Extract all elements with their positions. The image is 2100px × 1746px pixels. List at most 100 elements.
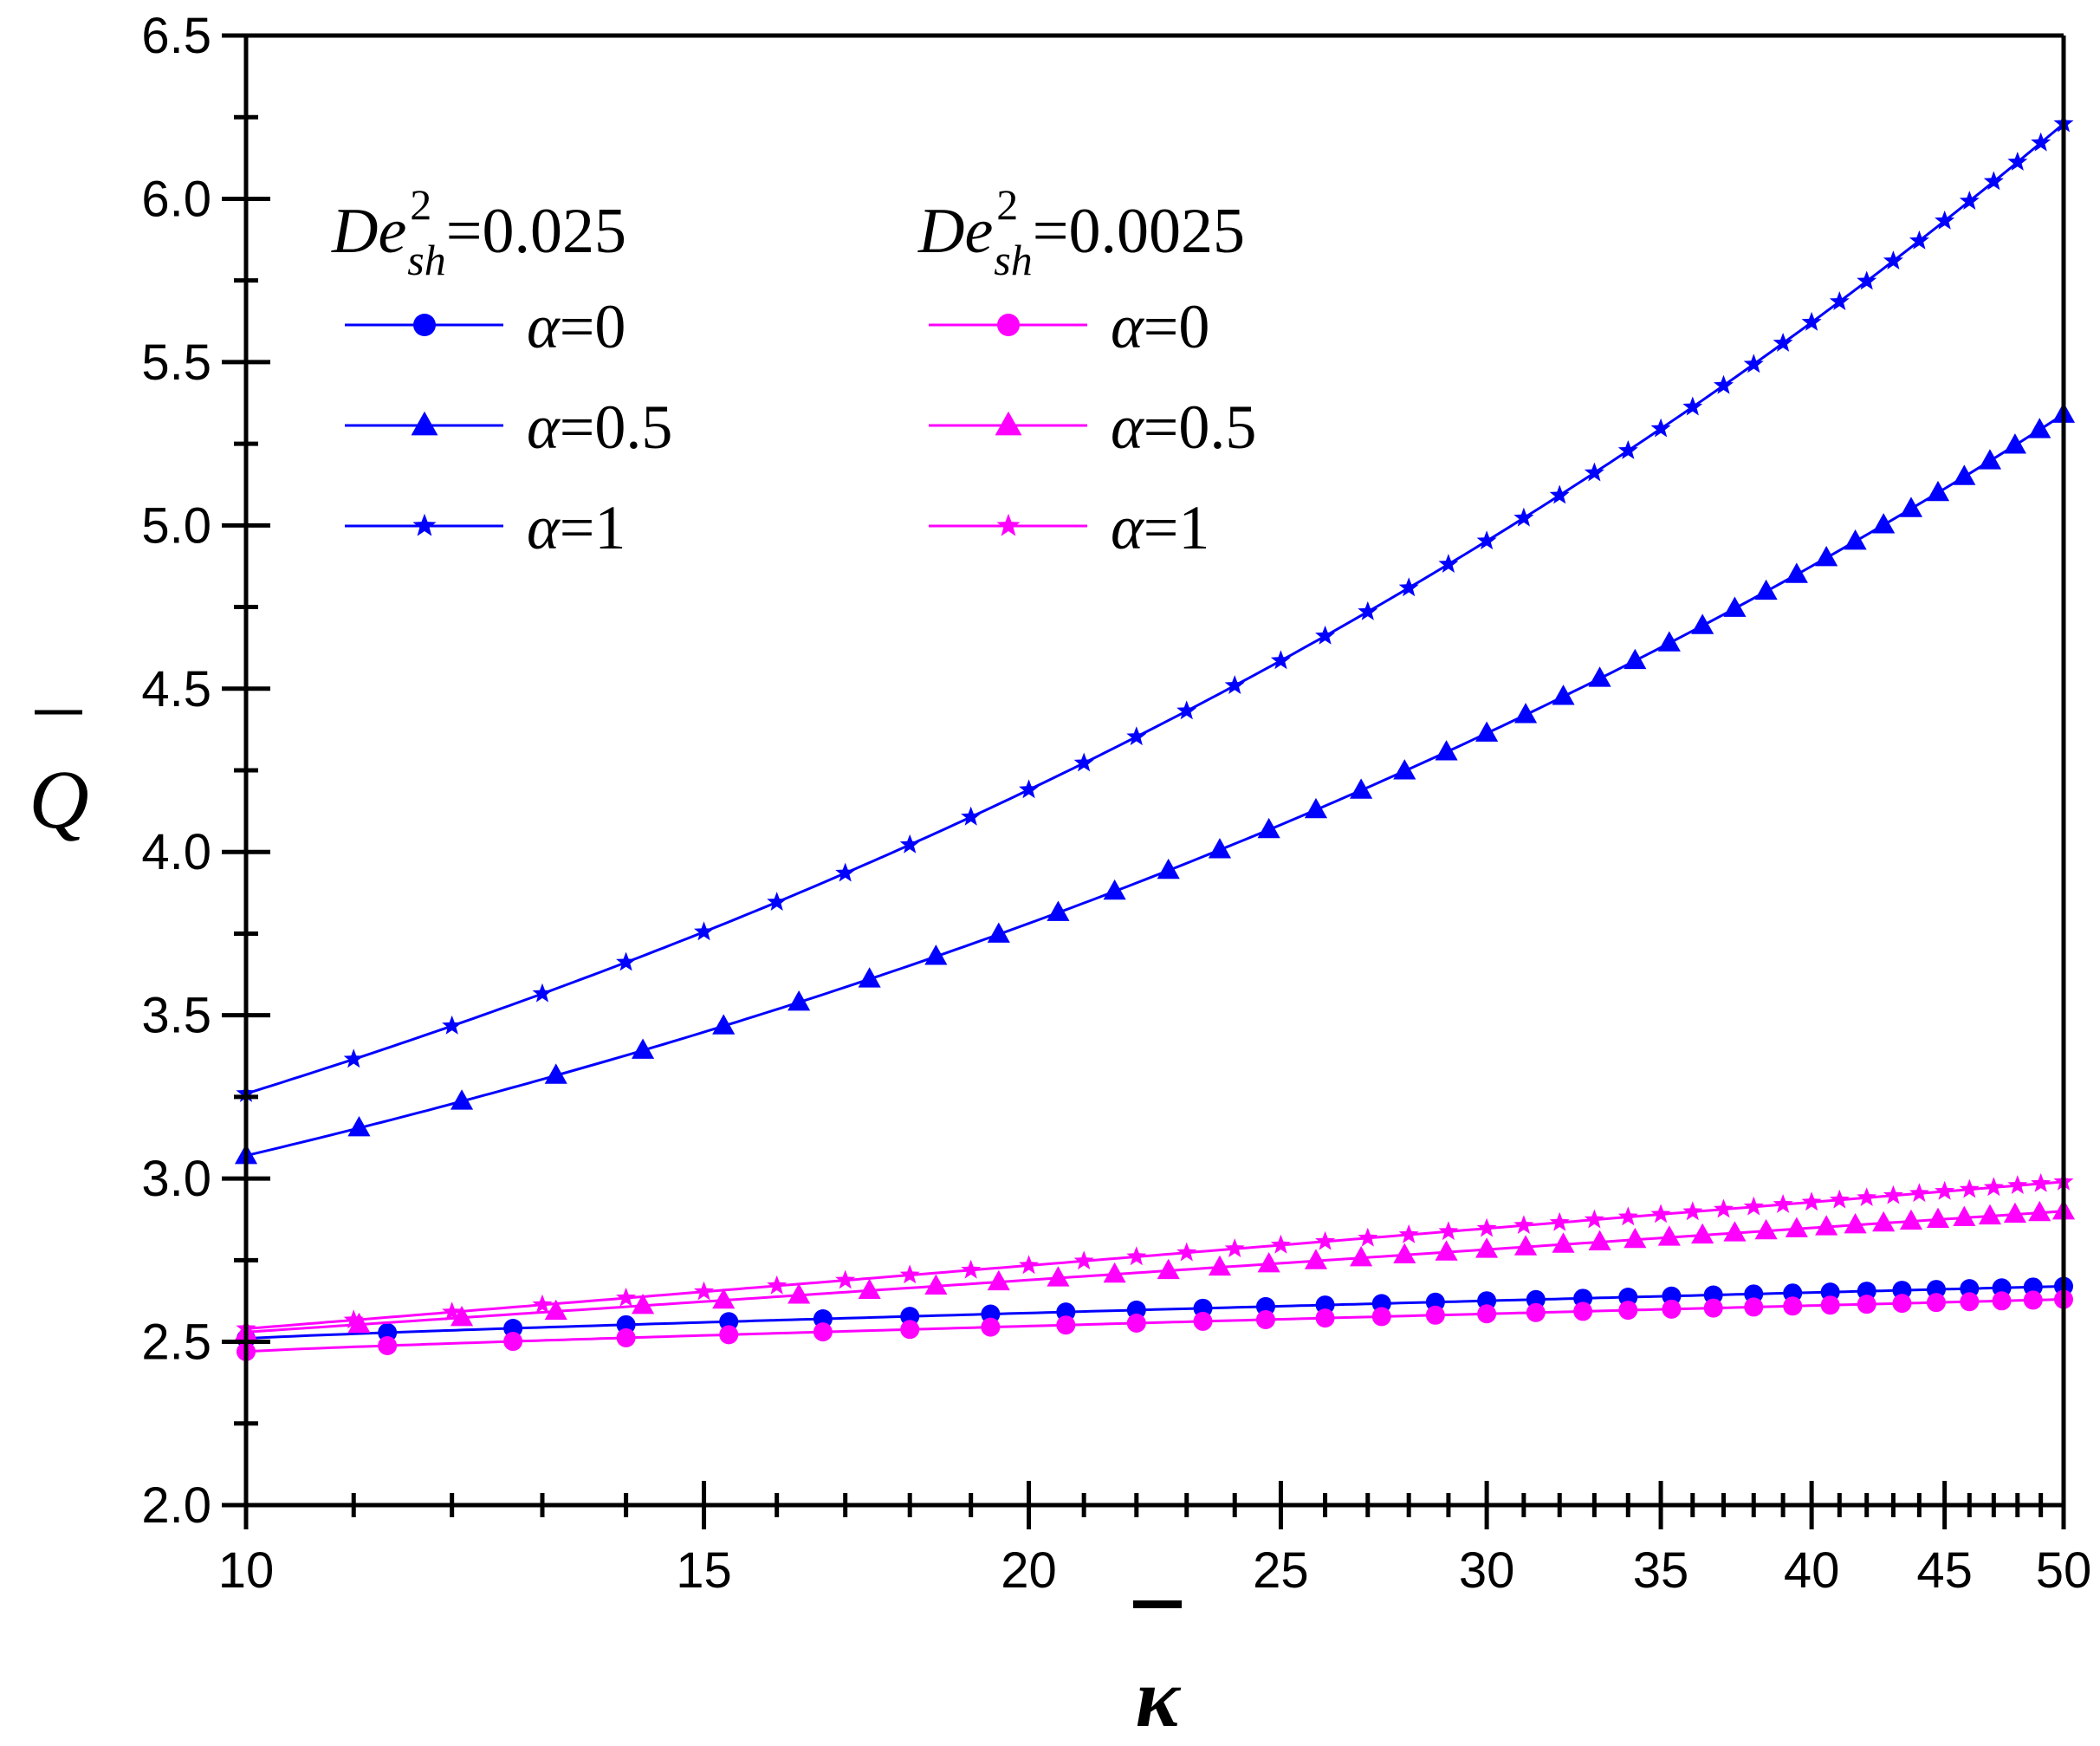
data-point bbox=[1270, 650, 1291, 670]
data-point bbox=[616, 1287, 637, 1307]
data-point bbox=[1393, 759, 1416, 780]
data-point bbox=[632, 1038, 655, 1059]
data-point bbox=[1978, 449, 2002, 470]
data-point bbox=[1953, 1205, 1976, 1227]
data-point bbox=[1857, 1282, 1876, 1301]
data-point bbox=[900, 1307, 920, 1327]
data-point bbox=[1103, 879, 1126, 900]
data-point bbox=[378, 1335, 398, 1355]
data-point bbox=[1552, 685, 1575, 705]
y-tick-label: 6.0 bbox=[141, 171, 211, 227]
legend-group-1-value: =0.025 bbox=[446, 196, 626, 267]
data-point bbox=[1857, 270, 1877, 290]
data-point bbox=[1056, 1302, 1076, 1322]
data-point bbox=[1358, 1227, 1378, 1247]
data-point bbox=[1475, 721, 1499, 742]
data-point bbox=[1513, 507, 1534, 527]
data-point bbox=[1978, 1204, 2002, 1225]
data-point bbox=[1785, 562, 1808, 583]
y-tick-label: 4.0 bbox=[141, 824, 211, 880]
data-point bbox=[2007, 152, 2028, 171]
data-point bbox=[450, 1305, 474, 1327]
y-axis-label-text: Q bbox=[29, 753, 88, 846]
tick-layer: 2.0 2.5 3.0 3.5 4.0 4.5 5.0 5.5 6.0 6.5 10 15 20 25 30… bbox=[141, 8, 2091, 1599]
data-point bbox=[544, 1063, 567, 1084]
x-axis-label-text: κ bbox=[1136, 1652, 1182, 1744]
data-point bbox=[1801, 1191, 1822, 1211]
legend-group-2-sup: 2 bbox=[996, 180, 1018, 229]
data-point bbox=[1783, 1296, 1803, 1316]
legend-label-value: =0.5 bbox=[560, 393, 673, 462]
data-point bbox=[1744, 1297, 1764, 1317]
data-point bbox=[1909, 1183, 1929, 1203]
series-line bbox=[245, 1180, 2064, 1330]
data-point bbox=[1650, 1204, 1671, 1223]
data-point bbox=[1425, 1305, 1445, 1325]
legend-label-value: =0 bbox=[1144, 292, 1210, 361]
data-point bbox=[1960, 1292, 1980, 1312]
data-point bbox=[1358, 600, 1378, 620]
y-tick-label: 2.0 bbox=[141, 1477, 211, 1534]
data-point bbox=[1270, 1234, 1291, 1254]
data-point bbox=[1514, 1235, 1538, 1256]
data-point bbox=[1126, 1313, 1146, 1333]
data-point bbox=[1857, 1187, 1877, 1206]
data-point bbox=[1872, 1211, 1896, 1232]
legend-group-2-sub: sh bbox=[994, 236, 1032, 284]
legend: De2 sh=0.025 De2 sh=0.0025 α=0α=0.5α=1α=0α… bbox=[331, 180, 1256, 562]
data-point bbox=[1754, 1218, 1778, 1240]
data-point bbox=[813, 1322, 833, 1342]
data-point bbox=[343, 1309, 364, 1329]
data-point bbox=[1815, 1215, 1838, 1236]
y-tick-label: 6.5 bbox=[141, 8, 211, 64]
legend-label-symbol: α bbox=[1111, 493, 1144, 562]
legend-label-symbol: α bbox=[527, 393, 561, 462]
x-tick-label: 30 bbox=[1459, 1542, 1515, 1599]
data-point bbox=[1926, 1207, 1950, 1229]
data-point bbox=[1829, 291, 1850, 310]
data-point bbox=[347, 1116, 371, 1137]
data-point bbox=[1820, 1295, 1840, 1315]
data-point bbox=[343, 1048, 364, 1068]
data-point bbox=[1019, 779, 1040, 799]
data-point bbox=[1176, 1242, 1197, 1262]
data-point bbox=[1992, 1291, 2012, 1311]
data-point bbox=[1618, 1288, 1638, 1308]
data-point bbox=[1315, 1230, 1336, 1250]
x-tick-label: 15 bbox=[676, 1542, 732, 1599]
y-tick-label: 5.0 bbox=[141, 497, 211, 554]
data-point bbox=[1899, 1209, 1923, 1230]
data-point bbox=[1514, 703, 1538, 724]
legend-entry: α=1 bbox=[345, 493, 625, 562]
legend-label-value: =1 bbox=[1144, 493, 1210, 562]
data-point bbox=[694, 1281, 715, 1301]
data-point bbox=[1549, 1211, 1570, 1231]
data-point bbox=[1224, 1238, 1245, 1257]
data-point bbox=[450, 1089, 474, 1110]
data-point bbox=[1552, 1232, 1575, 1253]
data-point bbox=[1157, 858, 1180, 879]
data-point bbox=[1257, 817, 1280, 839]
legend-label: α=0 bbox=[1111, 292, 1209, 361]
data-point bbox=[2023, 1290, 2043, 1310]
legend-label: α=1 bbox=[527, 493, 625, 562]
data-point bbox=[2007, 1175, 2028, 1194]
data-point bbox=[1584, 462, 1604, 482]
data-point bbox=[1844, 529, 1867, 550]
data-point bbox=[694, 921, 715, 941]
data-point bbox=[1829, 1189, 1850, 1209]
series-layer bbox=[234, 113, 2076, 1361]
data-point bbox=[1438, 554, 1459, 573]
data-point bbox=[1526, 1302, 1546, 1322]
data-point bbox=[767, 892, 788, 911]
data-point bbox=[961, 806, 982, 826]
data-point bbox=[1476, 530, 1497, 550]
legend-label-value: =0.5 bbox=[1144, 393, 1257, 462]
data-point bbox=[442, 1301, 463, 1321]
data-point bbox=[1714, 374, 1734, 394]
data-point bbox=[1617, 440, 1638, 459]
legend-group-1-prefix: De bbox=[331, 196, 406, 267]
data-point bbox=[858, 1278, 881, 1300]
data-point bbox=[1872, 513, 1896, 534]
